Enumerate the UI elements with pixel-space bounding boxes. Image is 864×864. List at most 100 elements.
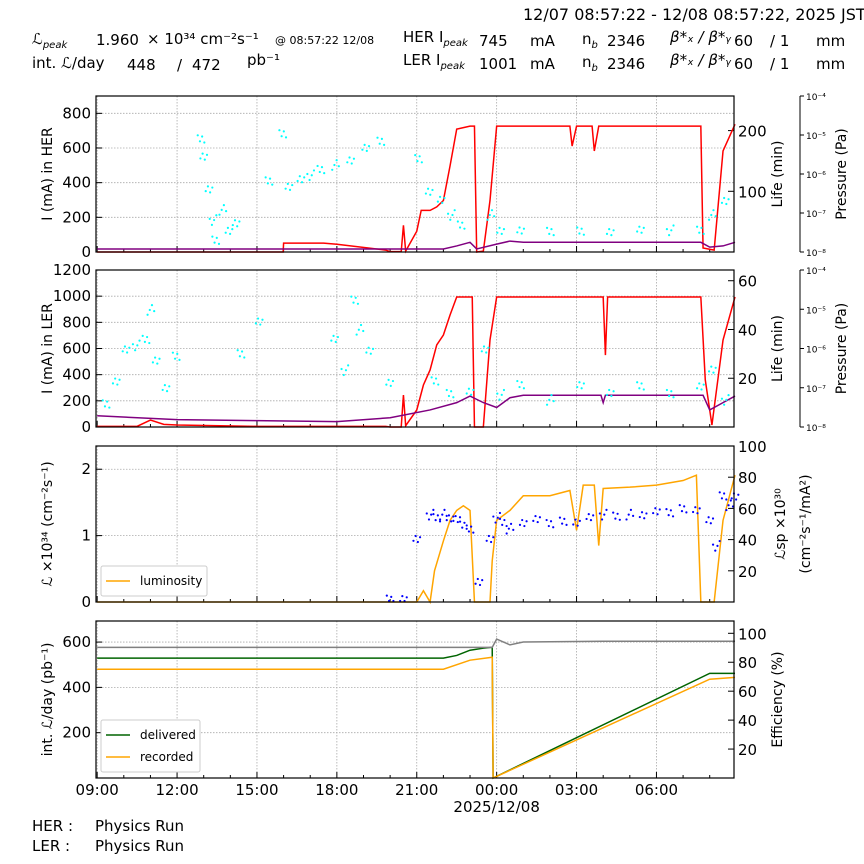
pressure-point — [548, 232, 551, 236]
her-beta-y: / 1 — [770, 32, 790, 50]
specific-point — [643, 517, 646, 520]
specific-point — [545, 518, 548, 522]
pressure-point — [522, 387, 526, 390]
specific-point — [412, 539, 415, 542]
pressure-point — [145, 335, 149, 339]
pressure-point — [518, 226, 521, 229]
pressure-point — [209, 191, 212, 194]
specific-point — [418, 536, 422, 539]
pressure-point — [231, 223, 234, 227]
pressure-point — [582, 233, 585, 236]
specific-point — [572, 523, 575, 526]
y-axis-label: I (mA) in LER — [40, 303, 56, 394]
specific-point — [465, 527, 468, 530]
pressure-point — [224, 231, 227, 234]
specific-point — [730, 497, 733, 500]
ler-peak-unit: mA — [530, 55, 555, 73]
specific-point — [472, 531, 475, 534]
ler-nb-sub: b — [591, 63, 598, 74]
x-tick-label: 03:00 — [555, 781, 598, 799]
y-tick-label: 200 — [62, 724, 91, 742]
specific-point — [498, 511, 502, 515]
pressure-point — [668, 234, 671, 237]
pressure-point — [103, 405, 107, 408]
pressure-point — [467, 387, 471, 390]
specific-point — [614, 517, 617, 520]
pressure-point — [371, 347, 375, 351]
pressure-point — [710, 213, 713, 217]
y2-tick-label: 40 — [738, 321, 757, 339]
pressure-point — [123, 345, 127, 348]
y-tick-label: 0 — [81, 243, 91, 261]
y-tick-label: 0 — [81, 593, 91, 611]
pressure-tick-label: 10⁻⁴ — [806, 267, 826, 277]
pressure-point — [348, 156, 351, 159]
pressure-point — [161, 388, 164, 392]
pressure-point — [707, 370, 711, 373]
pressure-point — [173, 357, 177, 360]
pressure-point — [550, 228, 553, 231]
y-tick-label: 400 — [62, 678, 91, 696]
pressure-point — [450, 390, 453, 393]
specific-point — [432, 513, 435, 516]
pressure-point — [500, 393, 503, 396]
pressure-point — [331, 168, 334, 171]
y-tick-label: 800 — [62, 104, 91, 122]
pressure-point — [430, 376, 433, 379]
pressure-point — [332, 334, 335, 337]
peak-luminosity-label: ℒpeak — [32, 30, 67, 51]
pressure-point — [431, 188, 434, 192]
pressure-point — [548, 398, 551, 402]
pressure-point — [670, 229, 673, 232]
pressure-point — [363, 143, 366, 146]
pressure-point — [176, 352, 179, 355]
pressure-point — [672, 396, 675, 399]
pressure-point — [141, 334, 144, 337]
specific-point — [536, 520, 539, 524]
y2-tick-label: 60 — [738, 683, 757, 701]
pressure-point — [271, 183, 274, 186]
panel-1: 0 200 400 600 800 100 200 I (mA) in HER Life (mi… — [40, 93, 850, 261]
pressure-point — [605, 232, 609, 236]
specific-point — [445, 514, 448, 517]
pressure-point — [496, 231, 499, 234]
specific-point — [505, 524, 508, 528]
specific-point — [645, 512, 648, 515]
specific-point — [538, 516, 542, 519]
specific-point — [458, 520, 462, 523]
pressure-point — [203, 141, 206, 144]
pressure-point — [518, 385, 521, 389]
pressure-point — [610, 394, 613, 398]
pressure-point — [163, 384, 166, 387]
plot-frame — [95, 269, 735, 428]
pressure-point — [238, 220, 241, 223]
pressure-point — [320, 166, 324, 169]
specific-point — [603, 513, 606, 516]
specific-point — [665, 508, 668, 511]
pressure-point — [350, 162, 353, 165]
pressure-point — [720, 397, 724, 400]
specific-point — [723, 492, 726, 495]
specific-point — [565, 523, 568, 526]
specific-point — [385, 594, 388, 597]
int-lumi-label: int. ℒ/day — [32, 54, 105, 72]
pressure-point — [146, 313, 149, 316]
pressure-point — [280, 135, 283, 138]
pressure-point — [638, 387, 641, 390]
specific-point — [589, 519, 593, 522]
pressure-point — [134, 349, 137, 352]
pressure-point — [488, 213, 491, 217]
pressure-tick-label: 10⁻⁷ — [806, 210, 826, 220]
peak-luminosity-time: @ 08:57:22 12/08 — [275, 34, 375, 47]
pressure-point — [356, 302, 360, 305]
specific-point — [509, 522, 513, 525]
pressure-point — [143, 340, 146, 343]
pressure-point — [698, 231, 701, 234]
specific-point — [525, 520, 528, 523]
pressure-point — [447, 394, 451, 398]
y2-axis-label-unit: (cm⁻²s⁻¹/mA²) — [798, 474, 814, 573]
her-peak-value: 745 — [479, 32, 508, 50]
pressure-point — [318, 170, 321, 174]
specific-point — [438, 520, 442, 523]
lpeak-symbol: ℒ — [32, 30, 43, 48]
